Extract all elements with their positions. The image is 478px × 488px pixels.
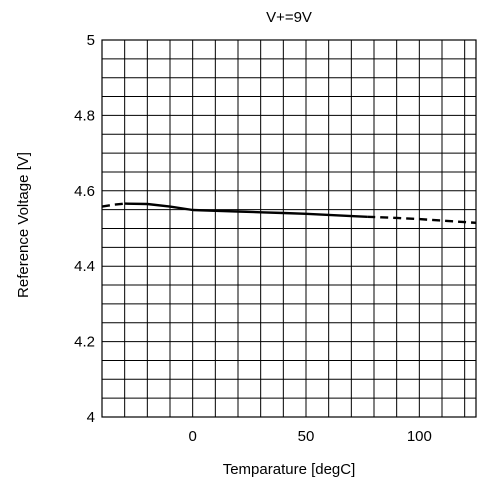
chart-title: V+=9V bbox=[266, 9, 312, 26]
y-tick-label: 4.6 bbox=[74, 183, 95, 200]
plot-area-border bbox=[101, 39, 477, 418]
series-layer bbox=[101, 202, 477, 224]
y-tick-label: 4 bbox=[87, 409, 95, 426]
y-axis-label: Reference Voltage [V] bbox=[15, 152, 32, 298]
grid bbox=[102, 40, 476, 417]
series-line-solid bbox=[124, 202, 368, 218]
y-tick-label: 4.4 bbox=[74, 258, 95, 275]
tick-labels: 0 50 100 4 4.2 4.4 4.6 4.8 5 bbox=[74, 32, 432, 445]
x-tick-label: 100 bbox=[407, 428, 432, 445]
y-tick-label: 5 bbox=[87, 32, 95, 49]
x-tick-label: 0 bbox=[188, 428, 196, 445]
x-tick-label: 50 bbox=[298, 428, 315, 445]
series-line-dashed bbox=[367, 215, 477, 224]
y-tick-label: 4.2 bbox=[74, 334, 95, 351]
y-tick-label: 4.8 bbox=[74, 107, 95, 124]
series-line-dashed bbox=[101, 202, 125, 208]
x-axis-label: Temparature [degC] bbox=[223, 461, 356, 478]
